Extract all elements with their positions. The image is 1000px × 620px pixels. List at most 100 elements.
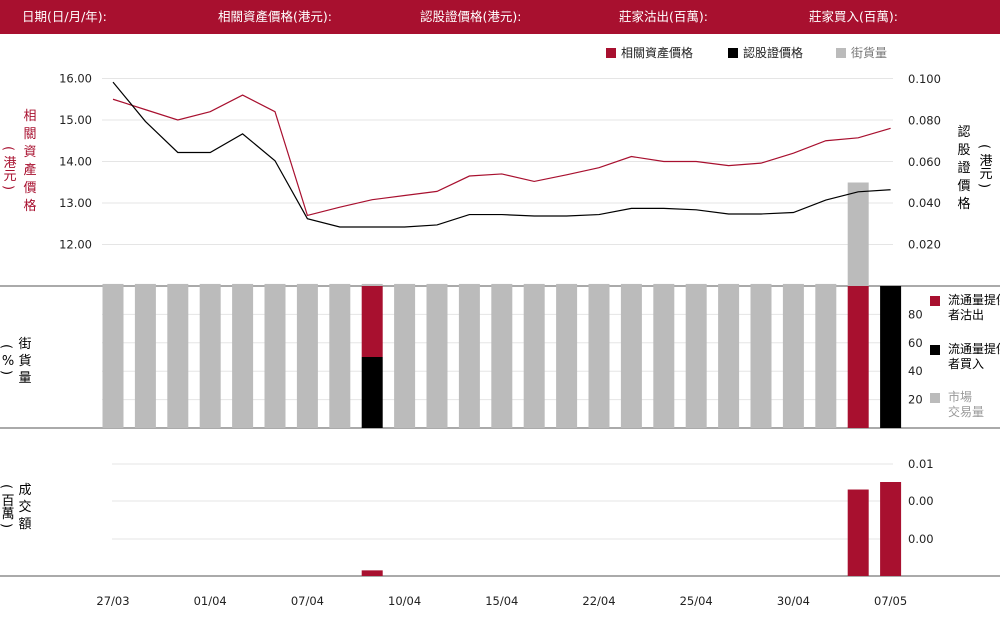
vertical-char: 元: [3, 169, 17, 184]
street-pct-market-bar: [815, 286, 837, 428]
legend-line: 交易量: [948, 405, 985, 419]
street-pct-market-bar: [296, 286, 318, 428]
legend-warrant-swatch: [728, 48, 738, 58]
street-tick-label: 40: [908, 364, 923, 378]
vertical-char: 成: [18, 483, 32, 498]
vertical-char: (: [0, 343, 14, 350]
x-tick-label: 07/04: [291, 594, 324, 608]
x-tick-label: 01/04: [194, 594, 227, 608]
legend-street-text: 街貨量: [851, 46, 888, 60]
street-pct-market-bar: [102, 286, 124, 428]
legend-line: 流通量提供: [948, 293, 1000, 307]
street-pct-market-bar: [718, 286, 740, 428]
left-tick-label: 13.00: [59, 196, 92, 210]
street-tick-label: 80: [908, 307, 923, 321]
vertical-char: ): [0, 184, 16, 191]
left-tick-label: 15.00: [59, 113, 92, 127]
vertical-char: 港: [979, 154, 993, 169]
x-tick-label: 10/04: [388, 594, 421, 608]
legend-line: 者沽出: [948, 308, 985, 322]
vertical-char: 貨: [18, 354, 32, 369]
street-pct-market-bar: [232, 286, 254, 428]
legend-line: 者買入: [948, 357, 985, 371]
vertical-char: %: [1, 354, 15, 369]
right-tick-label: 0.100: [908, 72, 941, 86]
vertical-char: (: [0, 145, 16, 152]
street-volume-bar: [264, 283, 286, 286]
street-volume-bar: [815, 283, 837, 286]
turnover-bar: [847, 489, 869, 576]
street-volume-bar: [847, 182, 869, 286]
left-axis-unit: (港元): [0, 142, 18, 194]
street-pct-market-bar: [653, 286, 675, 428]
vertical-char: 認: [957, 125, 971, 140]
vertical-char: 格: [957, 197, 971, 212]
street-pct-buy-bar: [880, 286, 902, 428]
street-pct-market-bar: [782, 286, 804, 428]
street-axis-title: 街貨量: [16, 336, 34, 387]
vertical-char: 資: [23, 145, 37, 160]
street-volume-bar: [361, 283, 383, 286]
street-tick-label: 20: [908, 393, 923, 407]
legend-line: 流通量提供: [948, 342, 1000, 356]
legend-street[interactable]: 街貨量: [836, 44, 887, 61]
street-legend-market-text: 市場 交易量: [948, 390, 984, 420]
street-volume-bar: [523, 283, 545, 286]
vertical-char: 關: [23, 127, 37, 142]
right-axis-title-text: 認股證價格: [954, 124, 974, 214]
street-pct-sell-bar: [361, 286, 383, 357]
left-tick-label: 14.00: [59, 155, 92, 169]
street-volume-bar: [620, 283, 642, 286]
x-tick-label: 15/04: [485, 594, 518, 608]
right-tick-label: 0.080: [908, 113, 941, 127]
turnover-axis-title: 成交額: [16, 482, 34, 533]
street-legend-sell-swatch: [930, 296, 940, 306]
vertical-char: 街: [18, 337, 32, 352]
turnover-axis-title-text: 成交額: [16, 482, 34, 533]
vertical-char: (: [976, 143, 992, 150]
underlying-price-line: [112, 94, 891, 217]
street-volume-bar: [588, 283, 610, 286]
street-pct-buy-bar: [361, 357, 383, 428]
street-tick-label: 60: [908, 336, 923, 350]
right-tick-label: 0.060: [908, 155, 941, 169]
vertical-char: 股: [957, 143, 971, 158]
left-tick-label: 16.00: [59, 72, 92, 86]
street-pct-market-bar: [199, 286, 221, 428]
street-volume-bar: [134, 283, 156, 286]
street-pct-market-bar: [458, 286, 480, 428]
vertical-char: 百: [1, 494, 15, 509]
legend-line: 市場: [948, 390, 973, 404]
turnover-bar: [361, 570, 383, 576]
street-pct-market-bar: [394, 286, 416, 428]
street-axis-unit: (%): [0, 340, 16, 379]
street-axis-title-text: 街貨量: [16, 336, 34, 387]
right-tick-label: 0.040: [908, 196, 941, 210]
x-tick-label: 30/04: [777, 594, 810, 608]
left-axis-title: 相關資產價格: [20, 108, 40, 216]
legend-warrant-text: 認股證價格: [743, 46, 804, 60]
street-volume-bar: [232, 283, 254, 286]
turnover-tick-label: 0.00: [908, 532, 934, 546]
vertical-char: 相: [23, 109, 37, 124]
street-volume-bar: [556, 283, 578, 286]
legend-warrant[interactable]: 認股證價格: [728, 44, 803, 61]
date-label: 日期(日/月/年):: [22, 9, 107, 24]
x-tick-label: 07/05: [874, 594, 907, 608]
underlying-price-label: 相關資產價格(港元):: [218, 9, 332, 24]
warrant-price-label: 認股證價格(港元):: [420, 9, 522, 24]
legend-underlying-text: 相關資產價格: [621, 46, 694, 60]
street-pct-market-bar: [620, 286, 642, 428]
street-volume-bar: [296, 283, 318, 286]
street-volume-bar: [199, 283, 221, 286]
vertical-char: 萬: [1, 507, 15, 522]
info-header-bar: 日期(日/月/年): 相關資產價格(港元): 認股證價格(港元): 莊家沽出(百…: [0, 0, 1000, 34]
street-volume-bar: [458, 283, 480, 286]
x-tick-label: 22/04: [582, 594, 615, 608]
street-legend-buy-text: 流通量提供者買入: [948, 342, 1000, 372]
legend-underlying[interactable]: 相關資產價格: [606, 44, 693, 61]
turnover-bar: [880, 482, 902, 576]
vertical-char: 格: [23, 199, 37, 214]
street-volume-bar: [750, 283, 772, 286]
